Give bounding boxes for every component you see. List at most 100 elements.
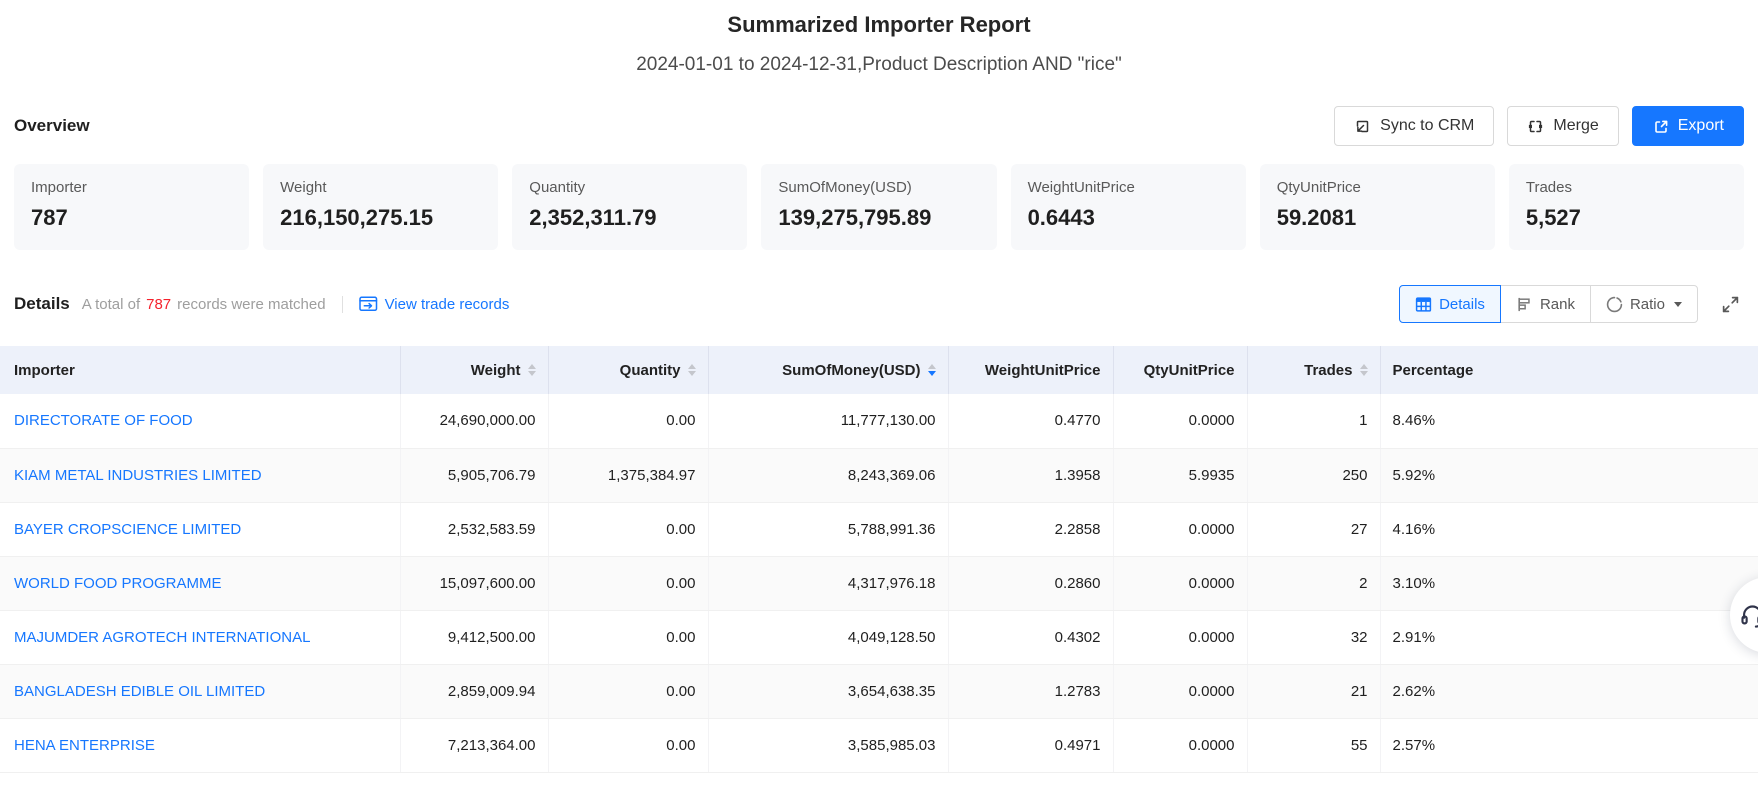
value-cell: 1.2783: [948, 664, 1114, 719]
records-matched-count: 787: [146, 295, 172, 313]
importer-link[interactable]: BAYER CROPSCIENCE LIMITED: [14, 520, 242, 538]
view-mode-ratio-button[interactable]: Ratio: [1589, 285, 1698, 323]
view-mode-segmented-control: Details Rank Ratio: [1399, 285, 1698, 323]
value-cell: 9,412,500.00: [400, 610, 549, 665]
stat-card: Trades 5,527: [1508, 164, 1744, 250]
value-cell: 2.57%: [1380, 718, 1758, 773]
page-header: Summarized Importer Report 2024-01-01 to…: [0, 0, 1758, 76]
value-cell: 1: [1247, 394, 1381, 449]
column-header-label: Trades: [1304, 361, 1353, 379]
table-row: WORLD FOOD PROGRAMME 15,097,600.00 0.00 4,3…: [0, 556, 1758, 611]
column-header-importer: Importer: [0, 346, 401, 394]
value-cell: 0.0000: [1113, 394, 1248, 449]
trade-records-icon: [358, 296, 378, 312]
stat-card-label: Weight: [280, 179, 327, 196]
value-cell: 3,585,985.03: [708, 718, 949, 773]
view-mode-rank-button[interactable]: Rank: [1499, 285, 1591, 323]
details-bar: Details A total of 787 records were matc…: [14, 284, 1744, 324]
value-cell: 2: [1247, 556, 1381, 611]
page-subtitle: 2024-01-01 to 2024-12-31,Product Descrip…: [636, 54, 1122, 75]
column-header-trades[interactable]: Trades: [1247, 346, 1381, 394]
view-mode-details-button[interactable]: Details: [1399, 285, 1501, 323]
details-summary: Details A total of 787 records were matc…: [14, 294, 509, 314]
details-heading: Details: [14, 294, 70, 313]
view-trade-records-link[interactable]: View trade records: [358, 296, 509, 313]
value-cell: 0.0000: [1113, 718, 1248, 773]
sort-carets-icon[interactable]: [1359, 364, 1368, 376]
stat-card-label: QtyUnitPrice: [1276, 179, 1361, 196]
value-cell: 11,777,130.00: [708, 394, 949, 449]
column-header-label: Importer: [14, 361, 75, 379]
column-header-sumofmoney-usd-[interactable]: SumOfMoney(USD): [708, 346, 949, 394]
column-header-quantity[interactable]: Quantity: [548, 346, 709, 394]
importer-cell: BAYER CROPSCIENCE LIMITED: [0, 502, 401, 557]
table-row: MAJUMDER AGROTECH INTERNATIONAL 9,412,500…: [0, 610, 1758, 665]
importer-link[interactable]: HENA ENTERPRISE: [14, 736, 155, 754]
value-cell: 0.4302: [948, 610, 1114, 665]
value-cell: 7,213,364.00: [400, 718, 549, 773]
value-cell: 4.16%: [1380, 502, 1758, 557]
value-cell: 2,532,583.59: [400, 502, 549, 557]
importer-link[interactable]: MAJUMDER AGROTECH INTERNATIONAL: [14, 628, 311, 646]
value-cell: 3.10%: [1380, 556, 1758, 611]
value-cell: 32: [1247, 610, 1381, 665]
value-cell: 0.00: [548, 502, 709, 557]
fullscreen-button[interactable]: [1717, 291, 1744, 318]
table-row: KIAM METAL INDUSTRIES LIMITED 5,905,706.7…: [0, 448, 1758, 503]
value-cell: 0.00: [548, 394, 709, 449]
sort-carets-icon[interactable]: [527, 364, 536, 376]
value-cell: 250: [1247, 448, 1381, 503]
table-grid-icon: [1415, 296, 1432, 313]
stat-card: WeightUnitPrice 0.6443: [1010, 164, 1246, 250]
stat-card-label: SumOfMoney(USD): [778, 179, 912, 196]
value-cell: 4,317,976.18: [708, 556, 949, 611]
overview-cards: Importer 787 Weight 216,150,275.15 Quantity 2…: [14, 164, 1744, 250]
stat-card-value: 2,352,311.79: [529, 205, 657, 230]
stat-card-value: 5,527: [1525, 205, 1581, 230]
value-cell: 2.2858: [948, 502, 1114, 557]
records-matched-suffix: records were matched: [177, 295, 326, 313]
column-header-label: Quantity: [619, 361, 681, 379]
view-mode-label: Rank: [1539, 295, 1575, 313]
importer-link[interactable]: DIRECTORATE OF FOOD: [14, 412, 193, 430]
overview-heading: Overview: [14, 116, 90, 135]
value-cell: 0.0000: [1113, 610, 1248, 665]
export-button[interactable]: Export: [1631, 106, 1744, 146]
importer-link[interactable]: KIAM METAL INDUSTRIES LIMITED: [14, 466, 262, 484]
sync-to-crm-label: Sync to CRM: [1380, 117, 1475, 134]
importer-link[interactable]: WORLD FOOD PROGRAMME: [14, 574, 222, 592]
value-cell: 8,243,369.06: [708, 448, 949, 503]
value-cell: 27: [1247, 502, 1381, 557]
overview-actions: Sync to CRM Merge Export: [1334, 106, 1744, 146]
page-title: Summarized Importer Report: [727, 12, 1031, 37]
sort-carets-icon[interactable]: [687, 364, 696, 376]
value-cell: 0.2860: [948, 556, 1114, 611]
table-row: BAYER CROPSCIENCE LIMITED 2,532,583.59 0.0…: [0, 502, 1758, 557]
column-header-label: Percentage: [1392, 361, 1474, 379]
importer-cell: BANGLADESH EDIBLE OIL LIMITED: [0, 664, 401, 719]
column-header-label: SumOfMoney(USD): [782, 361, 921, 379]
table-row: HENA ENTERPRISE 7,213,364.00 0.00 3,585,985…: [0, 718, 1758, 773]
stat-card: Importer 787: [14, 164, 250, 250]
importer-link[interactable]: BANGLADESH EDIBLE OIL LIMITED: [14, 682, 266, 700]
value-cell: 0.00: [548, 610, 709, 665]
sort-carets-icon[interactable]: [927, 364, 936, 376]
stat-card: SumOfMoney(USD) 139,275,795.89: [761, 164, 997, 250]
stat-card-value: 787: [31, 205, 68, 230]
value-cell: 24,690,000.00: [400, 394, 549, 449]
vertical-divider: [341, 295, 343, 313]
stat-card-value: 216,150,275.15: [280, 205, 434, 230]
value-cell: 55: [1247, 718, 1381, 773]
stat-card-value: 139,275,795.89: [778, 205, 932, 230]
sync-to-crm-button[interactable]: Sync to CRM: [1334, 106, 1495, 146]
stat-card-value: 59.2081: [1276, 205, 1357, 230]
bar-rank-icon: [1516, 296, 1533, 313]
value-cell: 0.00: [548, 556, 709, 611]
stat-card: Weight 216,150,275.15: [263, 164, 499, 250]
view-mode-label: Ratio: [1629, 295, 1665, 313]
value-cell: 0.00: [548, 718, 709, 773]
merge-button[interactable]: Merge: [1507, 106, 1619, 146]
importer-cell: MAJUMDER AGROTECH INTERNATIONAL: [0, 610, 401, 665]
column-header-weightunitprice: WeightUnitPrice: [948, 346, 1114, 394]
column-header-weight[interactable]: Weight: [400, 346, 549, 394]
